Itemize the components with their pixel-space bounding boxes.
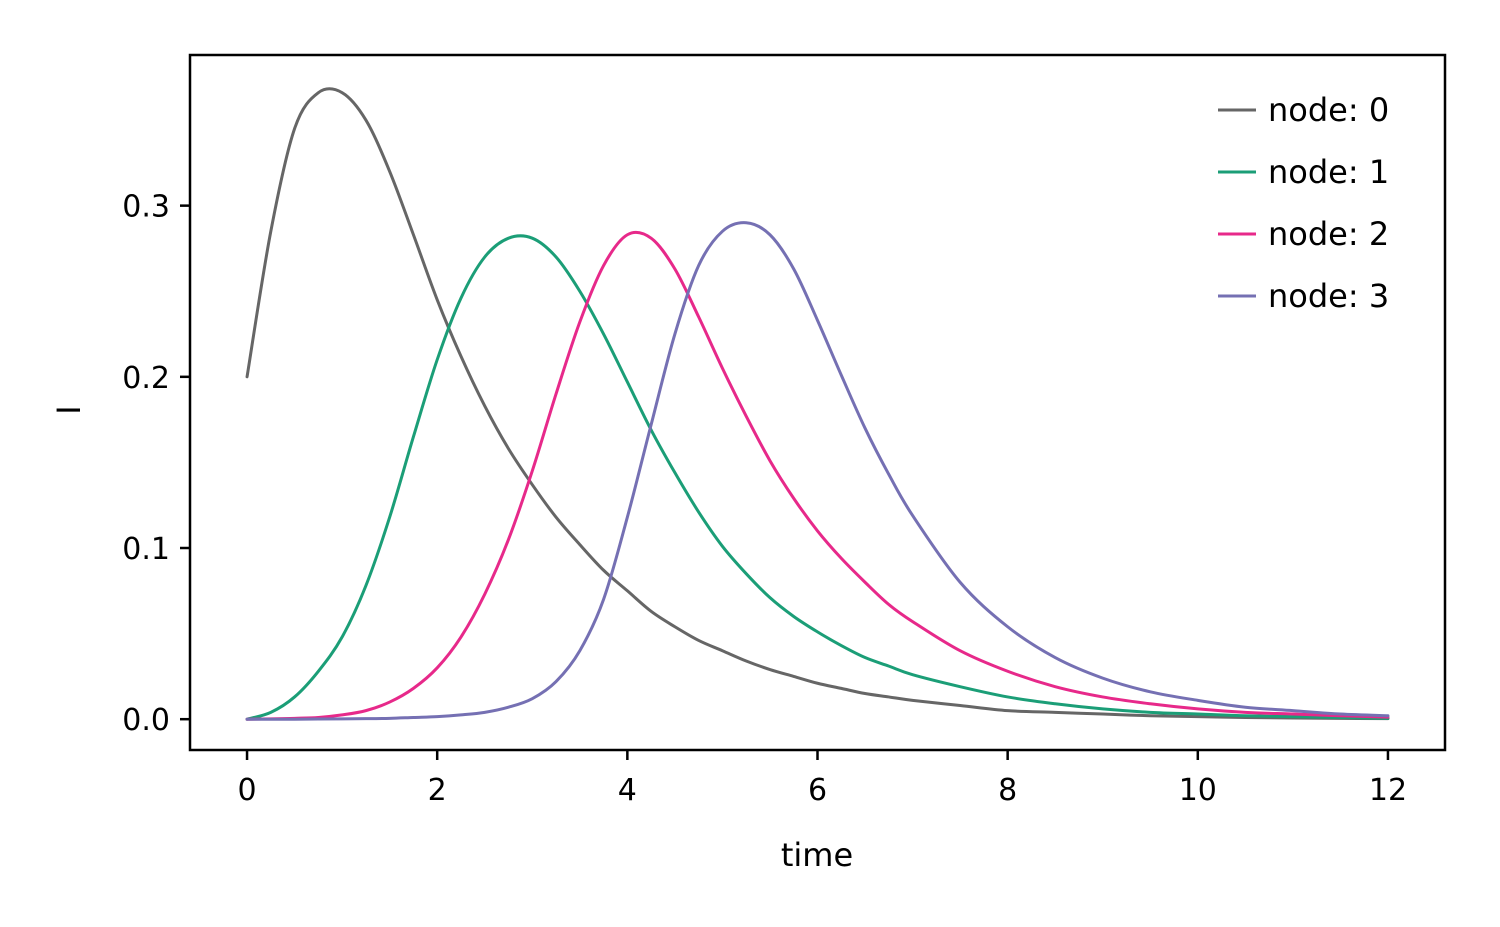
legend-label-node-2: node: 2 [1268,215,1389,253]
y-axis-label: I [50,405,88,414]
x-tick-label: 6 [808,773,827,808]
x-tick-label: 8 [998,773,1017,808]
legend-label-node-0: node: 0 [1268,91,1389,129]
y-tick-label: 0.2 [122,361,170,396]
legend: node: 0 node: 1 node: 2 node: 3 [1218,91,1389,315]
x-tick-label: 0 [237,773,256,808]
x-tick-label: 12 [1369,773,1407,808]
legend-label-node-1: node: 1 [1268,153,1389,191]
series-layer [245,87,1390,721]
plot-frame [188,53,1447,752]
x-tick-label: 2 [428,773,447,808]
series-line-node-0 [245,87,1390,721]
y-axis-ticks: 0.0 0.1 0.2 0.3 [122,190,190,738]
y-tick-label: 0.0 [122,703,170,738]
y-tick-label: 0.3 [122,190,170,225]
series-line-node-1 [245,234,1390,721]
legend-label-node-3: node: 3 [1268,277,1389,315]
x-tick-label: 10 [1179,773,1217,808]
series-line-node-2 [245,230,1390,721]
x-axis-ticks: 0 2 4 6 8 10 12 [237,750,1407,808]
series-line-node-3 [245,221,1390,721]
plot-background [190,55,1445,750]
y-tick-label: 0.1 [122,532,170,567]
x-tick-label: 4 [618,773,637,808]
x-axis-label: time [781,836,853,874]
